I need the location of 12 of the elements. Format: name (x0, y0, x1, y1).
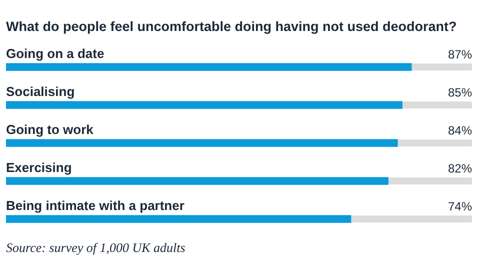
y-tick-label: Going to work (6, 122, 94, 138)
data-label: 84% (448, 123, 472, 138)
y-tick-label: Socialising (6, 84, 75, 100)
y-tick-label: Exercising (6, 160, 72, 176)
y-tick-label: Being intimate with a partner (6, 198, 184, 214)
chart-title: What do people feel uncomfortable doing having not used deodorant? (6, 19, 458, 34)
data-label: 82% (448, 161, 472, 176)
source-note: Source: survey of 1,000 UK adults (6, 240, 186, 256)
data-label: 85% (448, 85, 472, 100)
data-label: 87% (448, 47, 472, 62)
y-tick-label: Going on a date (6, 46, 104, 62)
data-label: 74% (448, 199, 472, 214)
